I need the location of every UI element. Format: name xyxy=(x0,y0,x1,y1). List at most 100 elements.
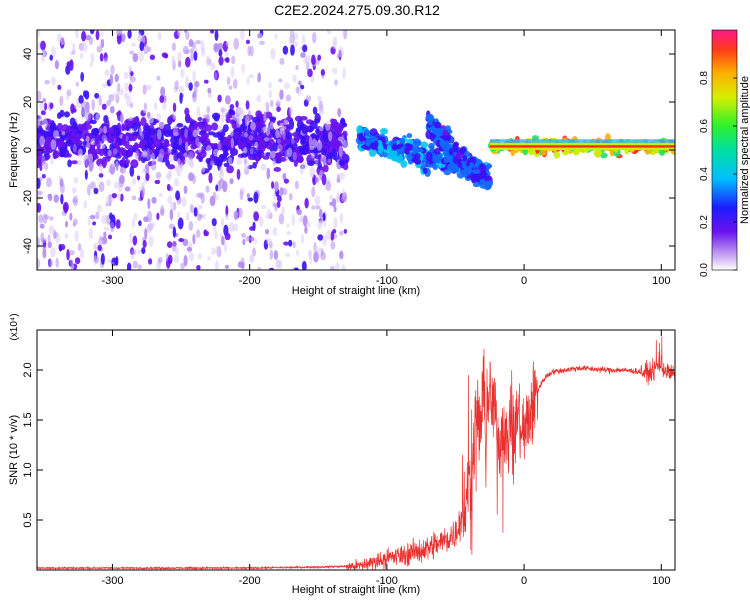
spectrogram-cell xyxy=(339,212,344,225)
spectrogram-cell xyxy=(317,95,322,103)
spectrogram-cell xyxy=(365,137,371,147)
spectrogram-cell xyxy=(149,54,156,61)
spectrogram-cell xyxy=(374,140,379,149)
spectrogram-cell xyxy=(274,152,284,158)
spectrogram-cell xyxy=(176,123,184,128)
spectrogram-cell xyxy=(286,231,292,236)
spectrogram-cell xyxy=(235,100,239,108)
spectrogram-cell xyxy=(298,154,304,164)
spectrogram-cell xyxy=(274,181,279,192)
spectrogram-cell xyxy=(269,116,277,122)
spectrogram-y-tick-label: -40 xyxy=(22,238,34,254)
spectrogram-cell xyxy=(37,30,41,37)
spectrogram-cell xyxy=(327,158,331,163)
snr-y-multiplier: (x10⁴) xyxy=(9,313,20,340)
spectrogram-cell xyxy=(141,247,146,255)
spectrogram-cell xyxy=(160,86,166,97)
spectrogram-cell xyxy=(264,228,270,235)
spectrogram-cell xyxy=(178,237,185,243)
snr-y-tick-label: 1.0 xyxy=(22,462,34,477)
spectrogram-cell xyxy=(177,157,181,166)
spectrogram-cell xyxy=(138,155,142,162)
spectrogram-cell xyxy=(128,65,132,70)
spectrogram-cell xyxy=(126,262,132,270)
spectrogram-cell xyxy=(49,102,54,109)
spectrogram-cell xyxy=(167,195,173,205)
spectrogram-cell xyxy=(53,129,60,140)
spectrogram-cell xyxy=(74,257,81,265)
spectrogram-cell xyxy=(187,117,193,123)
spectrogram-cell xyxy=(106,100,112,106)
spectrogram-cell xyxy=(317,54,322,61)
spectrogram-y-tick-label: 40 xyxy=(22,48,34,60)
spectrogram-cell xyxy=(414,158,421,165)
spectrogram-cell xyxy=(268,267,275,270)
spectrogram-cell xyxy=(238,207,243,218)
spectrogram-cells xyxy=(37,30,675,270)
spectrogram-cell xyxy=(311,54,316,66)
spectrogram-cell xyxy=(98,148,105,157)
spectrogram-cell xyxy=(37,190,43,196)
spectrogram-cell xyxy=(50,153,54,166)
spectrogram-cell xyxy=(312,106,318,115)
spectrogram-cell xyxy=(245,100,250,110)
spectrogram-cell xyxy=(153,102,158,111)
colorbar-label: Normalized spectral amplitude xyxy=(739,76,750,224)
spectrogram-cell xyxy=(204,124,213,132)
spectrogram-cell xyxy=(448,148,454,156)
spectrogram-cell xyxy=(189,136,197,142)
spectrogram-cell xyxy=(65,153,72,158)
spectrogram-cell xyxy=(41,161,47,170)
spectrogram-cell xyxy=(162,99,167,111)
spectrogram-cell xyxy=(330,265,335,270)
spectrogram-cell xyxy=(273,167,282,172)
spectrogram-cell xyxy=(129,76,136,83)
spectrogram-cell xyxy=(129,50,135,55)
spectrogram-cell xyxy=(211,112,221,120)
spectrogram-cell xyxy=(109,105,115,114)
spectrogram-cell xyxy=(301,233,305,244)
spectrogram-cell xyxy=(326,154,333,162)
spectrogram-cell xyxy=(290,44,295,56)
spectrogram-cell xyxy=(88,36,94,46)
spectrogram-cell xyxy=(77,242,82,251)
spectrogram-cell xyxy=(268,81,272,89)
spectrogram-cell xyxy=(244,115,249,127)
spectrogram-cell xyxy=(101,134,108,142)
spectrogram-cell xyxy=(124,186,131,192)
spectrogram-cell xyxy=(95,112,100,123)
spectrogram-cell xyxy=(65,64,71,75)
spectrogram-cell xyxy=(443,169,452,176)
spectrogram-cell xyxy=(253,130,258,138)
spectrogram-cell xyxy=(479,178,485,185)
spectrogram-cell xyxy=(314,157,319,166)
spectrogram-cell xyxy=(197,213,202,222)
spectrogram-cell xyxy=(174,246,179,255)
spectrogram-cell xyxy=(337,136,344,142)
spectrogram-cell xyxy=(166,183,171,191)
spectrogram-cell xyxy=(192,129,198,138)
spectrogram-cell xyxy=(272,157,277,166)
spectrogram-cell xyxy=(117,82,121,92)
spectrogram-cell xyxy=(197,152,202,159)
spectrogram-cell xyxy=(304,226,308,234)
spectrogram-cell xyxy=(325,180,332,191)
spectrogram-cell xyxy=(167,146,172,154)
spectrogram-cell xyxy=(125,95,132,108)
spectrogram-cell xyxy=(57,140,64,148)
spectrogram-cell xyxy=(406,133,413,139)
spectrogram-cell xyxy=(185,211,190,222)
spectrogram-cell xyxy=(336,178,341,183)
spectrogram-cell xyxy=(269,150,276,159)
spectrogram-cell xyxy=(103,57,109,63)
spectrogram-cell xyxy=(319,170,323,179)
spectrogram-cell xyxy=(124,82,129,93)
spectrogram-cell xyxy=(37,258,41,269)
spectrogram-cell xyxy=(306,221,311,228)
spectrogram-cell xyxy=(130,71,134,77)
spectrogram-cell xyxy=(290,267,296,270)
spectrogram-cell xyxy=(76,160,82,166)
spectrogram-cell xyxy=(293,135,300,144)
spectrogram-cell xyxy=(164,153,170,162)
spectrogram-cell xyxy=(192,174,197,185)
